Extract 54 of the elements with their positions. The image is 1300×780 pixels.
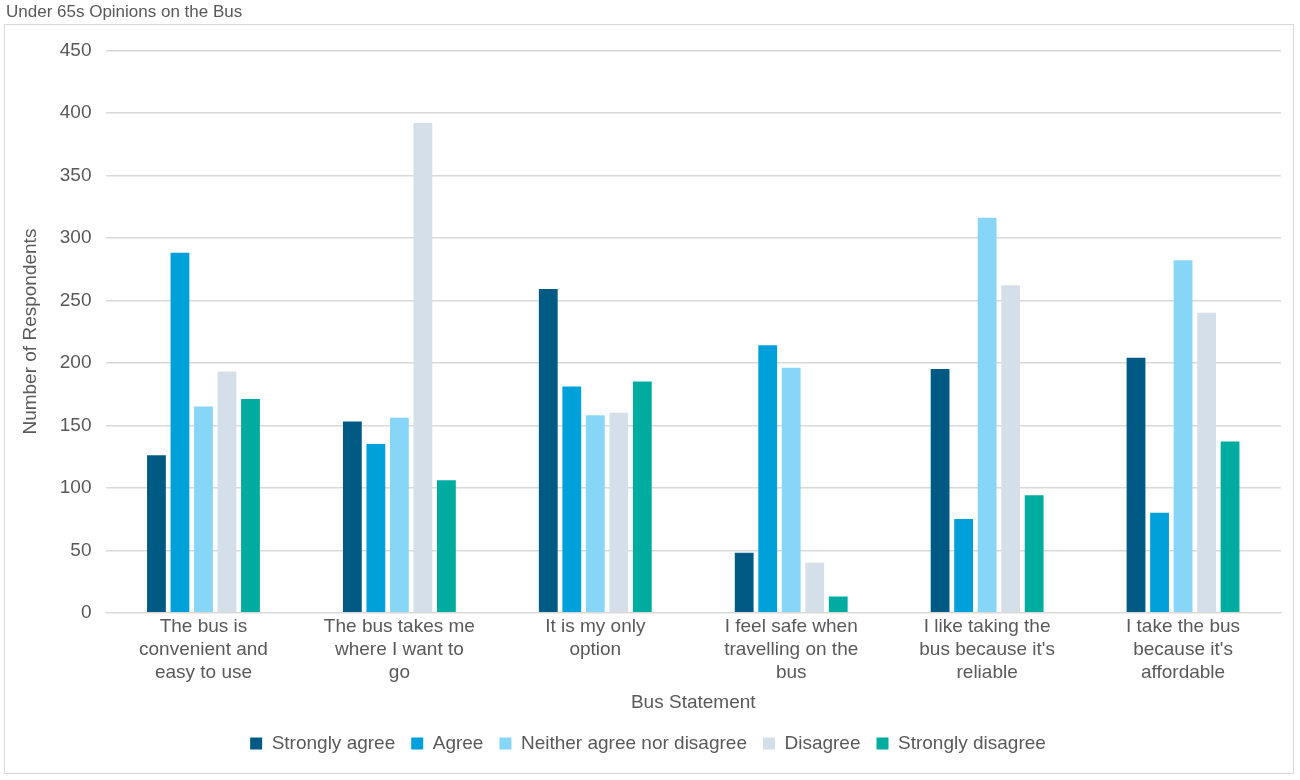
bar: [1024, 495, 1044, 613]
legend-label: Strongly agree: [271, 731, 396, 753]
bar: [342, 421, 362, 613]
bar: [538, 289, 558, 613]
bar: [217, 371, 237, 613]
bar: [413, 122, 433, 613]
y-tick-label: 300: [59, 226, 92, 248]
bar: [1197, 312, 1216, 613]
bar: [954, 519, 974, 613]
bar: [170, 252, 190, 613]
bar: [828, 596, 848, 613]
bar: [562, 386, 582, 613]
bar: [781, 367, 801, 613]
bar: [1126, 357, 1146, 613]
x-tick-label: The bus is convenient and easy to use: [139, 615, 268, 683]
chart-title: Under 65s Opinions on the Bus: [6, 2, 243, 22]
bar: [147, 455, 166, 613]
bar: [977, 217, 997, 613]
legend-label: Neither agree nor disagree: [520, 731, 747, 753]
legend-label: Strongly disagree: [897, 731, 1046, 753]
legend-label: Disagree: [784, 731, 861, 753]
x-axis-title: Bus Statement: [630, 690, 757, 712]
bar: [930, 369, 950, 613]
y-tick-label: 50: [70, 538, 92, 560]
y-tick-label: 350: [59, 163, 92, 185]
y-tick-label: 150: [59, 413, 92, 435]
bar: [1150, 512, 1169, 613]
bar: [1001, 285, 1021, 613]
x-tick-label: I feel safe when travelling on the bus: [724, 615, 859, 683]
y-tick-label: 0: [80, 601, 92, 623]
legend-label: Agree: [432, 731, 484, 753]
y-axis-title: Number of Respondents: [18, 228, 40, 435]
bar: [585, 415, 605, 613]
bar: [734, 552, 754, 613]
x-tick-label: I like taking the bus because it's reliable: [919, 615, 1055, 683]
bar: [805, 562, 825, 613]
y-tick-label: 200: [59, 351, 92, 373]
bar: [366, 444, 386, 613]
bar: [241, 399, 260, 613]
y-tick-label: 450: [59, 38, 92, 60]
bar: [194, 406, 213, 613]
bar: [436, 480, 456, 613]
bar: [609, 412, 629, 613]
x-tick-label: I take the bus because it's affordable: [1126, 615, 1241, 683]
bar: [758, 345, 778, 613]
y-tick-label: 100: [59, 476, 92, 498]
y-tick-label: 250: [59, 288, 92, 310]
x-tick-label: It is my only option: [545, 615, 646, 660]
y-tick-label: 400: [59, 101, 92, 123]
bar: [632, 381, 652, 613]
x-tick-label: The bus takes me where I want to go: [323, 615, 475, 683]
bar: [1220, 441, 1240, 613]
bar: [1173, 260, 1193, 613]
bar: [389, 417, 409, 613]
